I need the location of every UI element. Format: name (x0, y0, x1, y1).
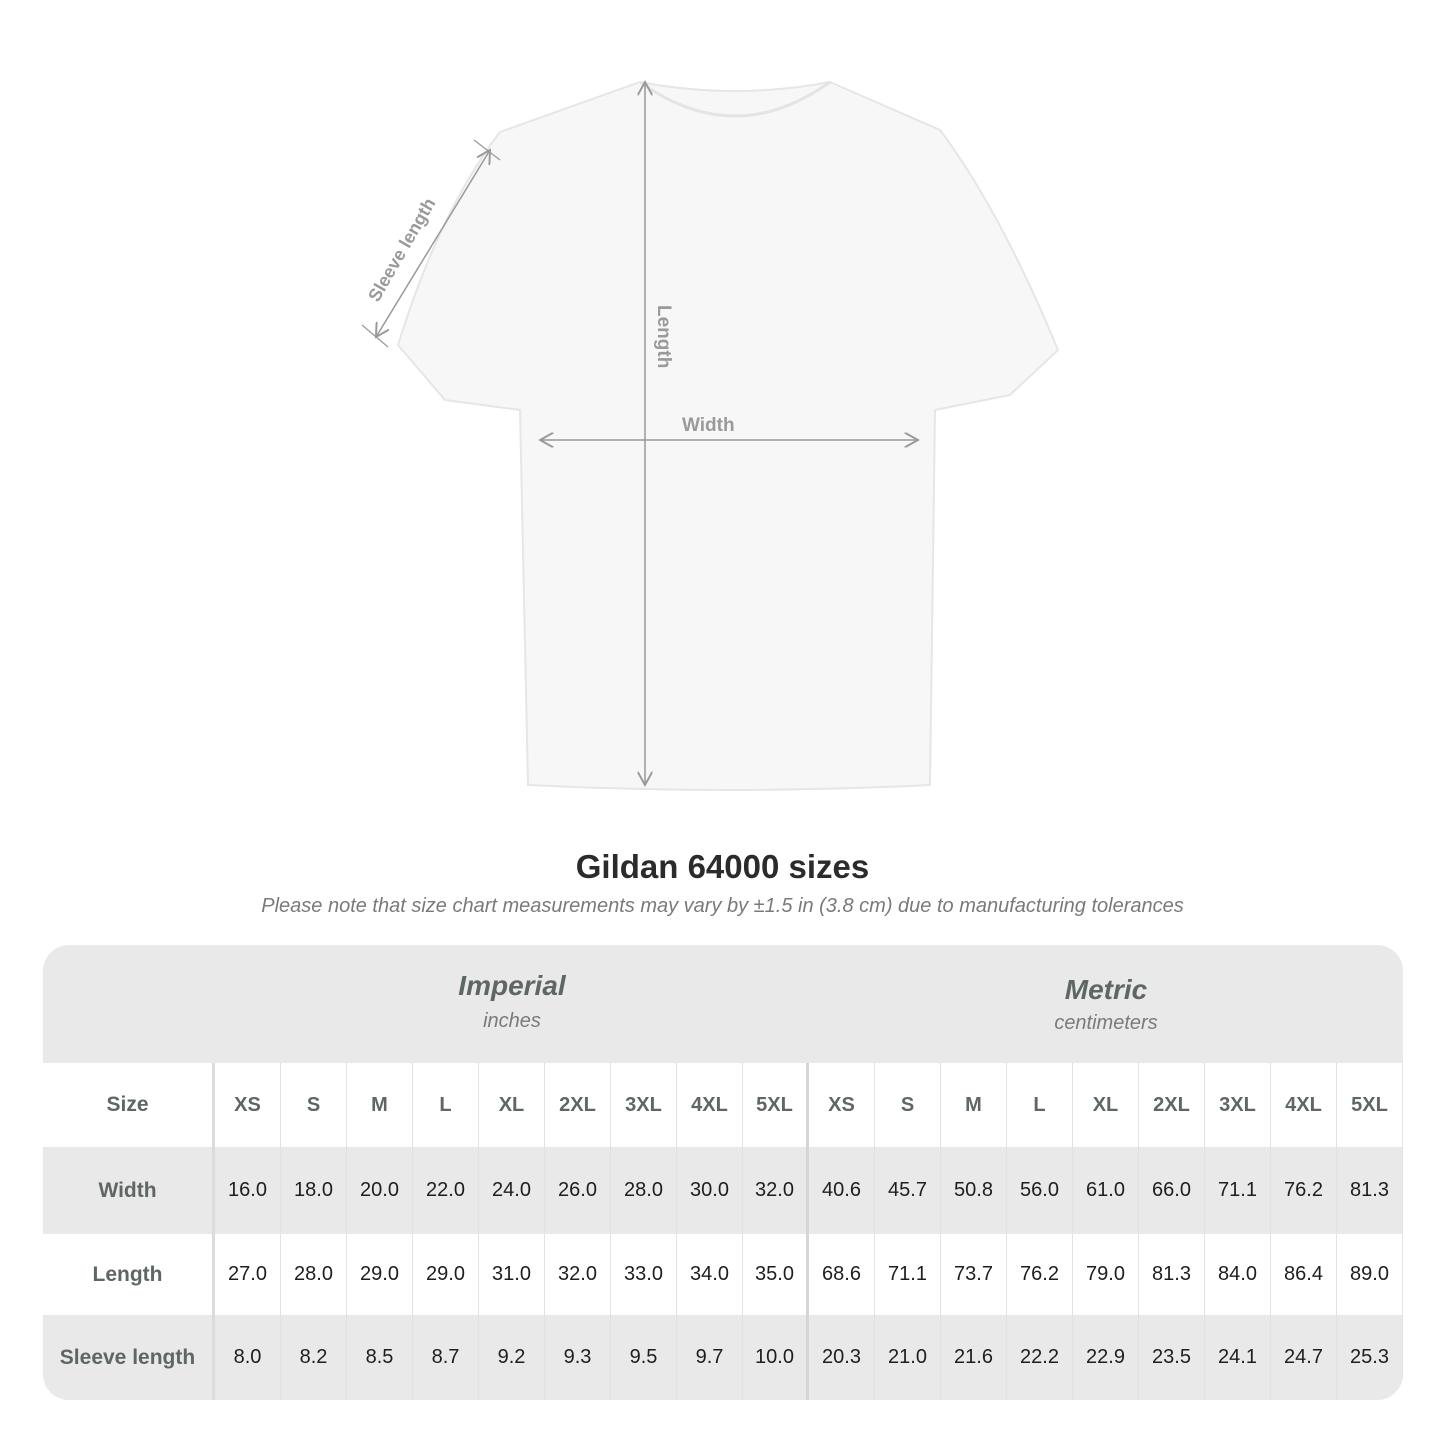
metric-cell: 5XL (1337, 1063, 1403, 1147)
metric-cell: 89.0 (1337, 1234, 1403, 1315)
imperial-title: Imperial (458, 970, 566, 1001)
imperial-cell: 8.2 (281, 1315, 347, 1400)
imperial-cell: 32.0 (545, 1234, 611, 1315)
metric-cell: 40.6 (809, 1147, 875, 1234)
tolerance-note: Please note that size chart measurements… (261, 895, 1184, 917)
metric-cell: XL (1073, 1063, 1139, 1147)
table-row: Size XS S M L XL 2XL 3XL 4XL 5XL XS S M L XL 2XL 3XL 4XL 5… (43, 1063, 1403, 1147)
metric-cell: 21.6 (941, 1315, 1007, 1400)
imperial-cell: 3XL (611, 1063, 677, 1147)
metric-cell: 71.1 (875, 1234, 941, 1315)
metric-cell: 81.3 (1337, 1147, 1403, 1234)
metric-cell: 45.7 (875, 1147, 941, 1234)
metric-cell: 73.7 (941, 1234, 1007, 1315)
metric-cell: 4XL (1271, 1063, 1337, 1147)
tshirt-image (396, 80, 1060, 791)
metric-cell: 50.8 (941, 1147, 1007, 1234)
metric-header: Metric centimeters (809, 945, 1403, 1063)
metric-cell: 79.0 (1073, 1234, 1139, 1315)
metric-cell: 68.6 (809, 1234, 875, 1315)
imperial-cell: 28.0 (281, 1234, 347, 1315)
metric-cell: 22.9 (1073, 1315, 1139, 1400)
imperial-cell: 9.3 (545, 1315, 611, 1400)
table-row: Width 16.0 18.0 20.0 22.0 24.0 26.0 28.0 30.0 32.… (43, 1147, 1403, 1234)
imperial-cell: 10.0 (743, 1315, 809, 1400)
table-row: Sleeve length 8.0 8.2 8.5 8.7 9.2 9.3 9.5 9.7 10.… (43, 1315, 1403, 1400)
metric-cell: 56.0 (1007, 1147, 1073, 1234)
imperial-cell: 16.0 (215, 1147, 281, 1234)
page-title: Gildan 64000 sizes (575, 848, 870, 885)
imperial-cell: 8.5 (347, 1315, 413, 1400)
row-label: Sleeve length (43, 1315, 215, 1400)
imperial-cell: 34.0 (677, 1234, 743, 1315)
imperial-cell: S (281, 1063, 347, 1147)
table-row: Length 27.0 28.0 29.0 29.0 31.0 32.0 33.0 34.0 35… (43, 1234, 1403, 1315)
imperial-cell: 5XL (743, 1063, 809, 1147)
metric-cell: 66.0 (1139, 1147, 1205, 1234)
metric-cell: 22.2 (1007, 1315, 1073, 1400)
length-label: Length (653, 305, 674, 368)
tshirt-diagram: Sleeve length Length Width (361, 0, 1060, 791)
imperial-cell: 29.0 (347, 1234, 413, 1315)
metric-cell: 86.4 (1271, 1234, 1337, 1315)
imperial-cell: 30.0 (677, 1147, 743, 1234)
imperial-cell: 9.5 (611, 1315, 677, 1400)
sleeve-arrow (376, 150, 490, 337)
row-label: Width (43, 1147, 215, 1234)
imperial-header: Imperial inches (215, 945, 809, 1063)
metric-cell: 81.3 (1139, 1234, 1205, 1315)
metric-cell: 25.3 (1337, 1315, 1403, 1400)
imperial-cell: XL (479, 1063, 545, 1147)
imperial-cell: 29.0 (413, 1234, 479, 1315)
imperial-cell: M (347, 1063, 413, 1147)
imperial-cell: XS (215, 1063, 281, 1147)
metric-cell: 76.2 (1271, 1147, 1337, 1234)
row-label: Length (43, 1234, 215, 1315)
imperial-cell: 2XL (545, 1063, 611, 1147)
imperial-cell: L (413, 1063, 479, 1147)
imperial-cell: 20.0 (347, 1147, 413, 1234)
imperial-cell: 8.0 (215, 1315, 281, 1400)
metric-cell: 3XL (1205, 1063, 1271, 1147)
imperial-cell: 9.7 (677, 1315, 743, 1400)
imperial-cell: 27.0 (215, 1234, 281, 1315)
metric-cell: S (875, 1063, 941, 1147)
imperial-cell: 28.0 (611, 1147, 677, 1234)
metric-cell: L (1007, 1063, 1073, 1147)
metric-cell: 2XL (1139, 1063, 1205, 1147)
metric-title: Metric (1064, 974, 1148, 1005)
imperial-cell: 4XL (677, 1063, 743, 1147)
imperial-cell: 32.0 (743, 1147, 809, 1234)
metric-cell: 61.0 (1073, 1147, 1139, 1234)
metric-unit: centimeters (1054, 1012, 1158, 1034)
imperial-unit: inches (483, 1010, 541, 1032)
imperial-cell: 35.0 (743, 1234, 809, 1315)
metric-cell: M (941, 1063, 1007, 1147)
imperial-cell: 33.0 (611, 1234, 677, 1315)
imperial-cell: 26.0 (545, 1147, 611, 1234)
metric-cell: 23.5 (1139, 1315, 1205, 1400)
metric-cell: 24.1 (1205, 1315, 1271, 1400)
imperial-cell: 31.0 (479, 1234, 545, 1315)
imperial-cell: 9.2 (479, 1315, 545, 1400)
metric-cell: 21.0 (875, 1315, 941, 1400)
metric-cell: 71.1 (1205, 1147, 1271, 1234)
metric-cell: XS (809, 1063, 875, 1147)
size-table: Imperial inches Metric centimeters Size X… (43, 945, 1403, 1400)
width-label: Width (682, 415, 735, 436)
imperial-cell: 18.0 (281, 1147, 347, 1234)
metric-cell: 76.2 (1007, 1234, 1073, 1315)
imperial-cell: 24.0 (479, 1147, 545, 1234)
metric-cell: 20.3 (809, 1315, 875, 1400)
row-label: Size (43, 1063, 215, 1147)
metric-cell: 24.7 (1271, 1315, 1337, 1400)
imperial-cell: 8.7 (413, 1315, 479, 1400)
imperial-cell: 22.0 (413, 1147, 479, 1234)
metric-cell: 84.0 (1205, 1234, 1271, 1315)
